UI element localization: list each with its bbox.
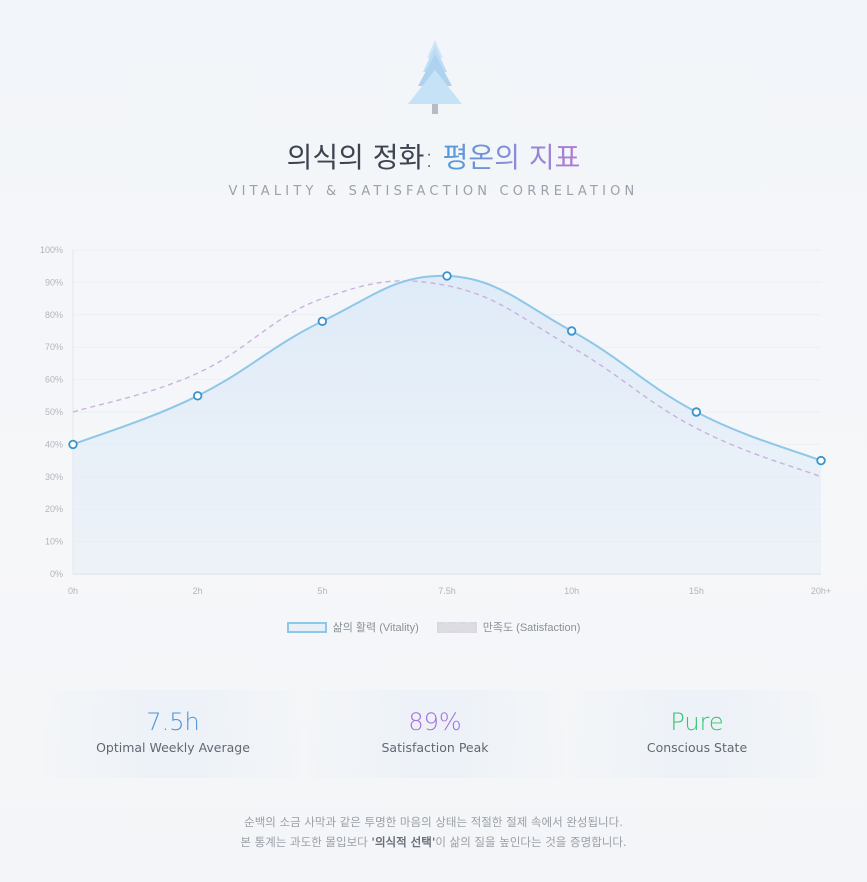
y-tick-label: 50%: [45, 407, 63, 417]
y-tick-label: 60%: [45, 375, 63, 385]
pine-tree-icon: [408, 40, 462, 114]
footer-line-2: 본 통계는 과도한 몰입보다 '의식적 선택'이 삶의 질을 높인다는 것을 증…: [0, 832, 867, 852]
stat-card-conscious-state: Pure Conscious State: [569, 690, 825, 778]
footer-line-1: 순백의 소금 사막과 같은 투명한 마음의 상태는 적절한 절제 속에서 완성됩…: [244, 815, 623, 829]
legend-label-vitality: 삶의 활력 (Vitality): [332, 622, 419, 634]
y-tick-label: 90%: [45, 277, 63, 287]
stat-label: Optimal Weekly Average: [96, 740, 250, 755]
vitality-data-point[interactable]: [442, 271, 452, 281]
vitality-area: [73, 275, 821, 574]
title-part-1: 의식의 정화:: [286, 141, 443, 174]
y-tick-label: 70%: [45, 342, 63, 352]
stat-value: 7.5h: [146, 708, 200, 736]
x-tick-label: 2h: [193, 586, 203, 596]
vitality-data-point[interactable]: [816, 455, 826, 466]
stat-value: 89%: [408, 708, 462, 736]
vitality-data-point[interactable]: [68, 439, 78, 450]
x-tick-label: 15h: [689, 586, 704, 596]
legend-swatch-vitality: [286, 621, 327, 633]
page-subtitle: VITALITY & SATISFACTION CORRELATION: [228, 184, 639, 199]
vitality-data-point[interactable]: [691, 407, 702, 417]
legend-label-satisfaction: 만족도 (Satisfaction): [482, 622, 581, 634]
vitality-data-point[interactable]: [566, 326, 577, 336]
y-tick-label: 0%: [50, 569, 63, 579]
stat-card-satisfaction-peak: 89% Satisfaction Peak: [307, 690, 563, 778]
footer-line-2-bold: '의식적 선택': [371, 835, 436, 849]
footer-note: 순백의 소금 사막과 같은 투명한 마음의 상태는 적절한 절제 속에서 완성됩…: [0, 812, 867, 852]
y-tick-label: 100%: [40, 245, 63, 255]
satisfaction-line: [72, 280, 822, 478]
stat-value: Pure: [670, 708, 724, 736]
stat-label: Conscious State: [646, 740, 748, 755]
y-tick-label: 20%: [45, 504, 63, 514]
page-title: 의식의 정화: 평온의 지표: [0, 136, 867, 176]
vitality-data-point[interactable]: [192, 391, 203, 401]
y-tick-label: 80%: [45, 310, 63, 320]
legend-item-vitality[interactable]: 삶의 활력 (Vitality): [286, 619, 419, 635]
x-tick-label: 5h: [317, 586, 327, 596]
footer-line-2-post: 이 삶의 질을 높인다는 것을 증명합니다.: [435, 835, 627, 849]
x-tick-label: 7.5h: [438, 586, 456, 596]
y-tick-label: 30%: [45, 472, 63, 482]
line-chart: 0% 10% 20% 30% 40% 50% 60% 70% 80% 90% 100% 0h 2h 5h…: [40, 245, 831, 596]
footer-line-2-pre: 본 통계는 과도한 몰입보다: [240, 835, 372, 849]
legend-swatch-satisfaction: [436, 621, 477, 633]
y-tick-label: 40%: [45, 439, 63, 449]
stat-card-optimal-average: 7.5h Optimal Weekly Average: [45, 690, 301, 778]
x-tick-label: 10h: [564, 586, 579, 596]
y-tick-label: 10%: [45, 537, 63, 547]
x-tick-label: 0h: [68, 586, 78, 596]
chart-legend: 삶의 활력 (Vitality) 만족도 (Satisfaction): [0, 619, 867, 635]
x-tick-label: 20h+: [811, 586, 831, 596]
vitality-data-point[interactable]: [317, 316, 328, 326]
legend-item-satisfaction[interactable]: 만족도 (Satisfaction): [436, 619, 581, 635]
stats-row: 7.5h Optimal Weekly Average 89% Satisfac…: [45, 690, 825, 778]
stat-label: Satisfaction Peak: [381, 740, 489, 755]
title-part-2: 평온의 지표: [442, 141, 581, 174]
